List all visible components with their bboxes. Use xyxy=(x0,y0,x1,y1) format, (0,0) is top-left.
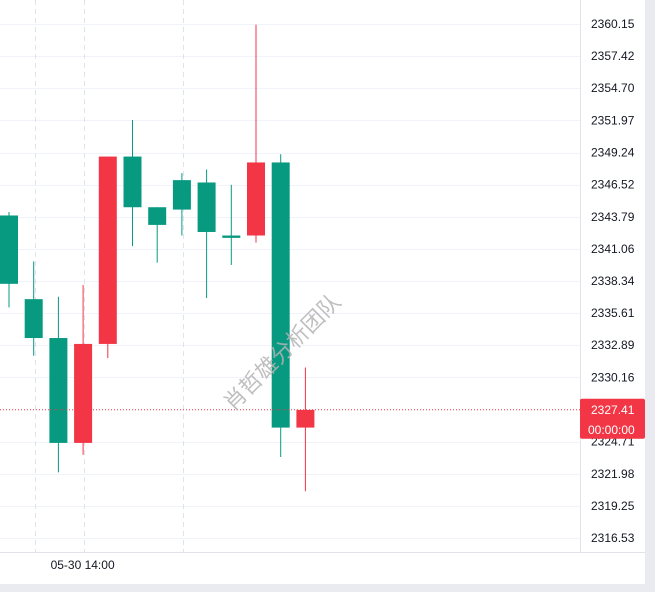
price-tick-label: 2349.24 xyxy=(591,146,635,160)
candlestick-chart[interactable]: 2360.15 2357.42 2354.70 2351.97 2349.24 2346.… xyxy=(0,0,645,584)
candle-body xyxy=(123,156,142,208)
candle-body xyxy=(49,338,68,443)
last-price-tag-bg xyxy=(580,398,645,439)
price-tick-label: 2335.61 xyxy=(591,306,635,320)
price-tick-label: 2330.16 xyxy=(591,370,635,384)
price-tick-label: 2343.79 xyxy=(591,210,635,224)
price-tick-label: 2360.15 xyxy=(591,17,635,31)
candle-body xyxy=(172,180,191,210)
candle-body xyxy=(271,162,290,428)
candle-body xyxy=(24,299,43,339)
candle-body xyxy=(74,343,93,443)
chart-panel[interactable]: 2360.15 2357.42 2354.70 2351.97 2349.24 2346.… xyxy=(0,0,645,584)
price-tick-label: 2319.25 xyxy=(591,499,635,513)
candle-body xyxy=(222,235,241,238)
price-tick-label: 2321.98 xyxy=(591,467,635,481)
price-tick-label: 2351.97 xyxy=(591,113,635,127)
grid-layer xyxy=(0,0,580,552)
price-tick-label: 2338.34 xyxy=(591,274,635,288)
candle-body xyxy=(98,156,117,344)
time-axis[interactable]: 05-30 14:00 xyxy=(51,558,115,572)
candle-layer xyxy=(0,24,315,492)
price-tick-label: 2357.42 xyxy=(591,49,635,63)
candle-body xyxy=(247,162,265,236)
time-tick-label: 05-30 14:00 xyxy=(51,558,115,572)
price-tick-label: 2354.70 xyxy=(591,81,635,95)
price-tick-label: 2346.52 xyxy=(591,178,635,192)
price-tick-label: 2341.06 xyxy=(591,242,635,256)
price-tick-label: 2332.89 xyxy=(591,338,635,352)
candle-body xyxy=(0,215,18,284)
candle-body xyxy=(197,182,216,232)
last-price-tag: 2327.41 00:00:00 xyxy=(580,398,645,439)
countdown-label: 00:00:00 xyxy=(588,423,635,437)
price-tick-label: 2316.53 xyxy=(591,531,635,545)
candle-body xyxy=(296,409,315,428)
last-price-label: 2327.41 xyxy=(591,403,635,417)
price-axis[interactable]: 2360.15 2357.42 2354.70 2351.97 2349.24 2346.… xyxy=(591,17,635,545)
candle-body xyxy=(148,207,167,225)
